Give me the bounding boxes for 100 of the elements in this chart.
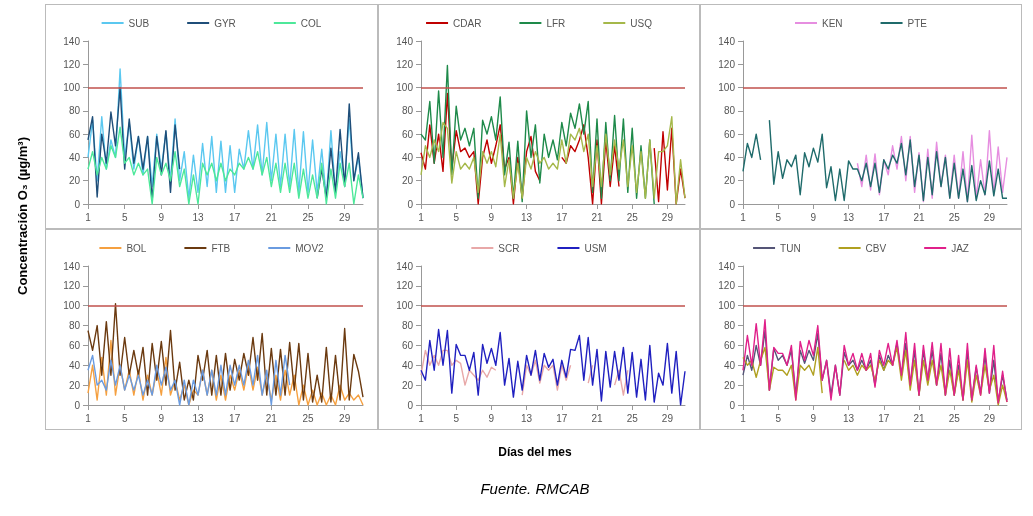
y-tick-label: 140: [718, 260, 736, 272]
y-tick-label: 40: [68, 151, 81, 163]
legend-label: FTB: [211, 242, 231, 254]
x-tick-label: 9: [158, 412, 165, 424]
legend-label: JAZ: [951, 242, 969, 254]
y-tick-label: 140: [63, 260, 81, 272]
x-tick-label: 21: [913, 211, 925, 223]
x-tick-label: 5: [775, 412, 782, 424]
x-tick-label: 1: [418, 412, 425, 424]
y-tick-label: 120: [718, 58, 736, 70]
y-tick-label: 120: [396, 58, 414, 70]
legend-label: BOL: [126, 242, 147, 254]
legend-label: CDAR: [453, 17, 482, 29]
x-tick-label: 29: [661, 211, 674, 223]
y-tick-label: 0: [74, 198, 81, 210]
y-tick-label: 40: [401, 151, 414, 163]
legend-label: TUN: [780, 242, 801, 254]
x-tick-label: 25: [948, 211, 961, 223]
legend-label: LFR: [546, 17, 566, 29]
legend-label: SUB: [128, 17, 150, 29]
y-tick-label: 120: [718, 280, 736, 292]
y-tick-label: 60: [68, 339, 81, 351]
x-tick-label: 17: [878, 211, 890, 223]
x-tick-label: 9: [488, 412, 495, 424]
x-tick-label: 21: [265, 211, 278, 223]
y-tick-label: 80: [723, 105, 736, 117]
y-tick-label: 0: [729, 399, 736, 411]
legend-label: GYR: [214, 17, 236, 29]
x-tick-label: 13: [521, 412, 533, 424]
y-tick-label: 20: [401, 379, 414, 391]
x-tick-label: 21: [591, 211, 603, 223]
y-tick-label: 120: [396, 280, 414, 292]
y-tick-label: 60: [723, 128, 736, 140]
y-tick-label: 140: [63, 35, 81, 47]
source-note: Fuente. RMCAB: [480, 480, 590, 497]
x-tick-label: 17: [556, 412, 568, 424]
y-tick-label: 60: [401, 339, 414, 351]
y-tick-label: 100: [396, 300, 414, 312]
y-tick-label: 80: [68, 320, 81, 332]
x-tick-label: 5: [453, 412, 460, 424]
x-tick-label: 25: [302, 211, 314, 223]
y-tick-label: 40: [723, 151, 736, 163]
legend-label: USM: [584, 242, 607, 254]
y-tick-label: 80: [723, 320, 736, 332]
y-tick-label: 120: [63, 58, 81, 70]
x-tick-label: 5: [453, 211, 460, 223]
x-axis-title: Días del mes: [498, 445, 572, 459]
x-tick-label: 13: [521, 211, 533, 223]
x-tick-label: 1: [740, 412, 747, 424]
y-tick-label: 60: [68, 128, 81, 140]
y-tick-label: 20: [68, 175, 81, 187]
y-tick-label: 80: [401, 105, 414, 117]
y-tick-label: 100: [63, 300, 81, 312]
x-tick-label: 25: [626, 211, 639, 223]
legend-label: USQ: [630, 17, 653, 29]
x-tick-label: 13: [192, 211, 204, 223]
x-tick-label: 21: [265, 412, 278, 424]
x-tick-label: 25: [626, 412, 639, 424]
x-tick-label: 21: [913, 412, 925, 424]
x-tick-label: 9: [158, 211, 165, 223]
x-tick-label: 25: [302, 412, 314, 424]
y-tick-label: 140: [396, 35, 414, 47]
x-tick-label: 13: [843, 412, 855, 424]
y-tick-label: 60: [723, 339, 736, 351]
y-axis-title: Concentración O₃ (µg/m³): [14, 137, 30, 295]
y-tick-label: 20: [68, 379, 81, 391]
y-tick-label: 100: [718, 82, 736, 94]
legend-label: PTE: [907, 17, 928, 29]
x-tick-label: 5: [121, 412, 128, 424]
y-tick-label: 0: [729, 198, 736, 210]
x-tick-label: 29: [983, 412, 996, 424]
x-tick-label: 17: [229, 412, 241, 424]
y-tick-label: 20: [723, 175, 736, 187]
y-tick-label: 100: [718, 300, 736, 312]
y-tick-label: 100: [63, 82, 81, 94]
x-tick-label: 13: [192, 412, 204, 424]
x-tick-label: 9: [488, 211, 495, 223]
y-tick-label: 20: [401, 175, 414, 187]
y-tick-label: 100: [396, 82, 414, 94]
y-tick-label: 80: [68, 105, 81, 117]
x-tick-label: 5: [775, 211, 782, 223]
x-tick-label: 25: [948, 412, 961, 424]
y-tick-label: 140: [396, 260, 414, 272]
legend-label: SCR: [498, 242, 520, 254]
y-tick-label: 20: [723, 379, 736, 391]
legend-label: MOV2: [295, 242, 325, 254]
y-tick-label: 40: [401, 359, 414, 371]
x-tick-label: 9: [810, 211, 817, 223]
legend-label: CBV: [865, 242, 887, 254]
x-tick-label: 5: [121, 211, 128, 223]
x-tick-label: 29: [339, 211, 351, 223]
y-tick-label: 80: [401, 320, 414, 332]
x-tick-label: 29: [339, 412, 351, 424]
x-tick-label: 9: [810, 412, 817, 424]
x-tick-label: 17: [556, 211, 568, 223]
y-tick-label: 0: [74, 399, 81, 411]
y-tick-label: 40: [68, 359, 81, 371]
x-tick-label: 21: [591, 412, 603, 424]
x-tick-label: 1: [85, 211, 92, 223]
y-tick-label: 60: [401, 128, 414, 140]
